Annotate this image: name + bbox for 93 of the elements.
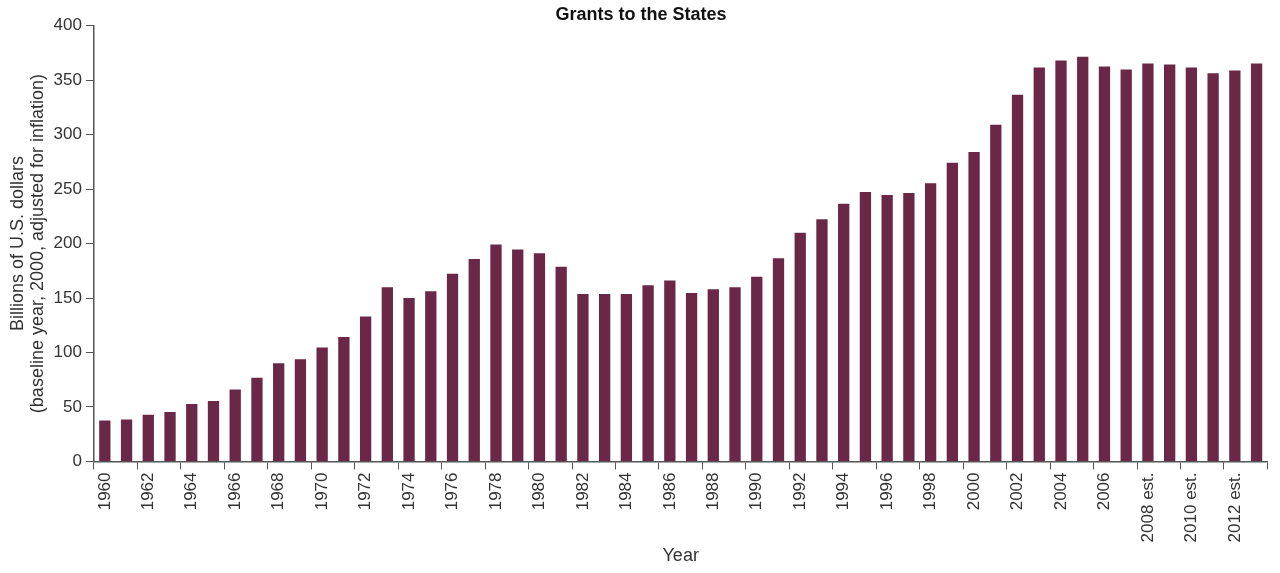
x-tick-label: 1992 — [789, 472, 809, 511]
bar — [1055, 60, 1067, 461]
bar — [685, 293, 698, 461]
y-tick-label: 400 — [53, 15, 82, 35]
chart-title: Grants to the States — [555, 3, 727, 24]
y-tick-label: 300 — [53, 124, 82, 144]
x-tick-label: 1964 — [181, 472, 201, 511]
bar — [968, 152, 980, 461]
bar — [1164, 64, 1176, 461]
x-tick-label: 2006 — [1094, 472, 1114, 511]
bar — [294, 359, 307, 461]
bar — [425, 291, 437, 461]
x-tick-label: 1970 — [311, 472, 331, 511]
bar — [577, 294, 589, 461]
x-tick-label: 1986 — [659, 472, 679, 511]
bar — [599, 294, 611, 461]
bar — [946, 162, 958, 461]
bar — [924, 183, 937, 461]
bar — [316, 347, 328, 461]
bar — [816, 219, 828, 461]
x-tick-label: 2004 — [1050, 472, 1070, 511]
bar — [794, 232, 806, 461]
bar — [99, 420, 111, 461]
bar — [1142, 63, 1154, 461]
x-tick-label: 2000 — [963, 472, 983, 511]
bar — [1185, 67, 1198, 461]
x-tick-label: 1966 — [224, 472, 244, 511]
bar — [1011, 94, 1024, 461]
bar — [490, 244, 502, 461]
x-tick-label: 2010 est. — [1181, 472, 1201, 543]
bar — [1077, 56, 1089, 461]
x-tick-label: 1980 — [529, 472, 549, 511]
bar — [164, 411, 176, 461]
x-tick-label: 2008 est. — [1137, 472, 1157, 543]
x-tick-label: 1976 — [442, 472, 462, 511]
y-tick-label: 0 — [72, 451, 82, 471]
bar — [533, 253, 546, 461]
bar — [403, 298, 415, 461]
x-tick-label: 1982 — [572, 472, 592, 511]
bar — [512, 249, 524, 461]
y-tick-label: 200 — [53, 233, 82, 253]
x-tick-label: 1972 — [355, 472, 375, 511]
bar — [642, 285, 654, 461]
bar — [381, 287, 393, 461]
x-tick-label: 2002 — [1007, 472, 1027, 511]
bar — [1120, 69, 1132, 461]
x-tick-label: 1978 — [485, 472, 505, 511]
x-tick-label: 1996 — [876, 472, 896, 511]
bar — [186, 404, 198, 461]
x-tick-label: 1988 — [702, 472, 722, 511]
y-tick-label: 100 — [53, 342, 82, 362]
bar — [1207, 73, 1219, 461]
y-tick-label: 50 — [63, 396, 82, 416]
x-tick-label: 2012 est. — [1224, 472, 1244, 543]
y-tick-label: 350 — [53, 69, 82, 89]
bar — [838, 203, 850, 461]
x-tick-label: 1984 — [616, 472, 636, 511]
bar — [751, 276, 763, 461]
x-tick-label: 1962 — [137, 472, 157, 511]
x-tick-label: 1974 — [398, 472, 418, 511]
bar — [229, 389, 241, 461]
bar — [1098, 66, 1111, 461]
bar — [1033, 67, 1045, 461]
x-tick-label: 1990 — [746, 472, 766, 511]
bar — [1229, 70, 1241, 461]
bar — [142, 414, 154, 461]
bar — [664, 280, 676, 461]
bar — [338, 336, 350, 461]
x-tick-label: 1994 — [833, 472, 853, 511]
bar — [555, 266, 567, 461]
bar — [729, 287, 741, 461]
bar — [273, 363, 285, 461]
bar — [772, 258, 785, 461]
bar — [859, 191, 872, 461]
bar — [359, 316, 372, 461]
bar — [207, 401, 220, 461]
bar — [990, 124, 1002, 461]
bar — [251, 377, 263, 461]
x-axis-title: Year — [662, 545, 699, 566]
bar — [1250, 63, 1263, 461]
x-tick-label: 1998 — [920, 472, 940, 511]
y-tick-label: 250 — [53, 178, 82, 198]
y-tick-label: 150 — [53, 287, 82, 307]
bar — [620, 294, 633, 461]
bar — [881, 194, 893, 461]
bar — [446, 273, 459, 461]
bar — [903, 192, 915, 461]
y-axis-title: Billions of U.S. dollars (baseline year, 2000, adjusted for inflation) — [6, 73, 47, 414]
x-tick-label: 1960 — [94, 472, 114, 511]
bar — [120, 419, 133, 461]
bar — [707, 289, 719, 461]
bar — [468, 259, 480, 461]
x-tick-label: 1968 — [268, 472, 288, 511]
